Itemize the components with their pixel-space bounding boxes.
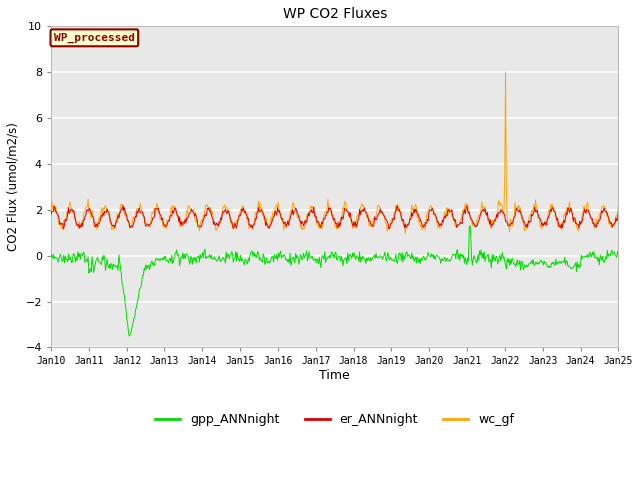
gpp_ANNnight: [174, 252, 182, 257]
gpp_ANNnight: [116, 258, 124, 264]
er_ANNnight: [116, 210, 124, 216]
er_ANNnight: [47, 211, 55, 217]
er_ANNnight: [422, 220, 429, 226]
Title: WP CO2 Fluxes: WP CO2 Fluxes: [282, 7, 387, 21]
gpp_ANNnight: [204, 254, 212, 260]
wc_gf: [404, 221, 412, 227]
X-axis label: Time: Time: [319, 369, 350, 382]
er_ANNnight: [205, 205, 212, 211]
wc_gf: [204, 202, 211, 208]
wc_gf: [173, 212, 181, 218]
gpp_ANNnight: [614, 252, 622, 258]
Line: wc_gf: wc_gf: [51, 72, 618, 234]
gpp_ANNnight: [421, 257, 429, 263]
gpp_ANNnight: [47, 253, 55, 259]
gpp_ANNnight: [466, 223, 474, 228]
er_ANNnight: [60, 226, 67, 232]
Line: gpp_ANNnight: gpp_ANNnight: [51, 226, 618, 336]
Y-axis label: CO2 Flux (umol/m2/s): CO2 Flux (umol/m2/s): [7, 122, 20, 251]
wc_gf: [502, 69, 509, 75]
gpp_ANNnight: [404, 252, 412, 258]
Text: WP_processed: WP_processed: [54, 33, 135, 43]
wc_gf: [614, 203, 622, 208]
er_ANNnight: [614, 209, 622, 215]
wc_gf: [116, 209, 124, 215]
wc_gf: [47, 208, 55, 214]
er_ANNnight: [58, 222, 65, 228]
wc_gf: [58, 225, 65, 231]
Line: er_ANNnight: er_ANNnight: [51, 206, 618, 229]
gpp_ANNnight: [125, 333, 133, 339]
wc_gf: [401, 231, 409, 237]
Legend: gpp_ANNnight, er_ANNnight, wc_gf: gpp_ANNnight, er_ANNnight, wc_gf: [150, 408, 519, 431]
gpp_ANNnight: [58, 255, 65, 261]
er_ANNnight: [175, 219, 182, 225]
er_ANNnight: [405, 219, 413, 225]
wc_gf: [421, 227, 429, 233]
er_ANNnight: [119, 203, 127, 209]
